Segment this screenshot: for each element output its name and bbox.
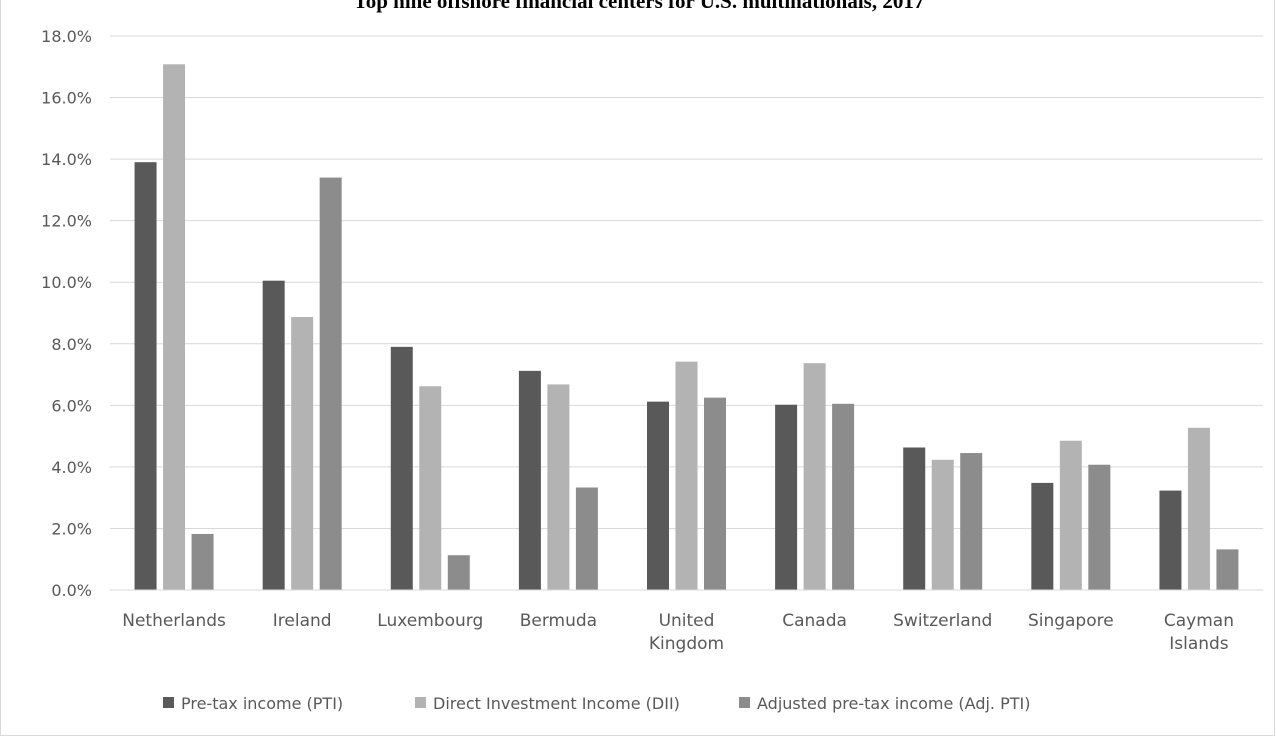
x-tick-label-line: Kingdom xyxy=(649,634,724,654)
x-tick-label: United Kingdom xyxy=(649,611,724,654)
x-tick-label-line: Islands xyxy=(1169,634,1229,654)
bar-2-6 xyxy=(803,363,826,590)
bar-3-9 xyxy=(1216,549,1239,590)
x-tick-label-line: Canada xyxy=(782,611,847,631)
bar-1-9 xyxy=(1159,490,1182,590)
x-tick-label: Switzerland xyxy=(893,611,992,631)
bar-2-8 xyxy=(1059,440,1082,590)
legend-label: Direct Investment Income (DII) xyxy=(433,694,680,713)
x-tick-label: Netherlands xyxy=(122,611,226,631)
bar-1-5 xyxy=(647,401,669,590)
x-tick-label-line: Luxembourg xyxy=(377,611,483,631)
bar-1-7 xyxy=(903,447,926,590)
bar-1-8 xyxy=(1031,482,1054,590)
y-tick-label: 6.0% xyxy=(51,396,92,415)
bar-3-3 xyxy=(447,555,470,590)
legend-label: Pre-tax income (PTI) xyxy=(181,694,343,713)
bar-3-7 xyxy=(960,453,983,590)
y-tick-label: 16.0% xyxy=(41,89,92,108)
bar-3-4 xyxy=(575,487,598,590)
bar-2-1 xyxy=(163,64,186,590)
y-axis-labels: 0.0% 2.0% 4.0% 6.0% 8.0% 10.0% 12.0% 14.0% 16.0%… xyxy=(41,27,92,600)
x-tick-label: Bermuda xyxy=(520,611,597,631)
x-tick-label: Ireland xyxy=(273,611,332,631)
bar-2-4 xyxy=(547,384,570,590)
chart-title: Top nine offshore financial centers for … xyxy=(353,0,925,13)
bars xyxy=(134,64,1239,591)
x-tick-label-line: Switzerland xyxy=(893,611,992,631)
x-tick-label: Singapore xyxy=(1028,611,1114,631)
bar-1-1 xyxy=(134,162,157,590)
y-tick-label: 14.0% xyxy=(41,150,92,169)
x-tick-label-line: Cayman xyxy=(1164,611,1234,631)
bar-1-2 xyxy=(262,280,285,590)
x-tick-label: Cayman Islands xyxy=(1164,611,1234,654)
legend-swatch xyxy=(739,697,750,708)
legend: Pre-tax income (PTI) Direct Investment In… xyxy=(163,694,1030,713)
bar-1-4 xyxy=(518,370,541,590)
x-tick-label-line: Singapore xyxy=(1028,611,1114,631)
legend-label: Adjusted pre-tax income (Adj. PTI) xyxy=(757,694,1030,713)
x-tick-label-line: United xyxy=(659,611,715,631)
y-tick-label: 10.0% xyxy=(41,273,92,292)
x-tick-label-line: Ireland xyxy=(273,611,332,631)
bar-3-2 xyxy=(319,177,342,591)
legend-swatch xyxy=(415,697,426,708)
y-tick-label: 2.0% xyxy=(51,519,92,538)
bar-2-5 xyxy=(675,361,698,590)
bar-3-1 xyxy=(191,533,214,590)
y-tick-label: 0.0% xyxy=(51,581,92,600)
bar-1-3 xyxy=(390,346,413,590)
x-tick-label-line: Bermuda xyxy=(520,611,597,631)
legend-swatch xyxy=(163,697,174,708)
x-axis: Netherlands Ireland Luxembourg Bermuda Unite… xyxy=(110,589,1263,654)
bar-2-2 xyxy=(291,317,314,590)
bar-2-7 xyxy=(931,459,954,590)
x-tick-label: Luxembourg xyxy=(377,611,483,631)
x-tick-label-line: Netherlands xyxy=(122,611,226,631)
y-tick-label: 8.0% xyxy=(51,335,92,354)
bar-2-9 xyxy=(1187,427,1210,590)
y-tick-label: 4.0% xyxy=(51,458,92,477)
bar-1-6 xyxy=(775,404,798,590)
y-tick-label: 12.0% xyxy=(41,212,92,231)
bar-3-5 xyxy=(704,397,726,590)
x-tick-label: Canada xyxy=(782,611,847,631)
y-tick-label: 18.0% xyxy=(41,27,92,46)
bar-3-6 xyxy=(832,403,855,590)
bar-3-8 xyxy=(1088,464,1111,590)
bar-2-3 xyxy=(419,386,442,590)
